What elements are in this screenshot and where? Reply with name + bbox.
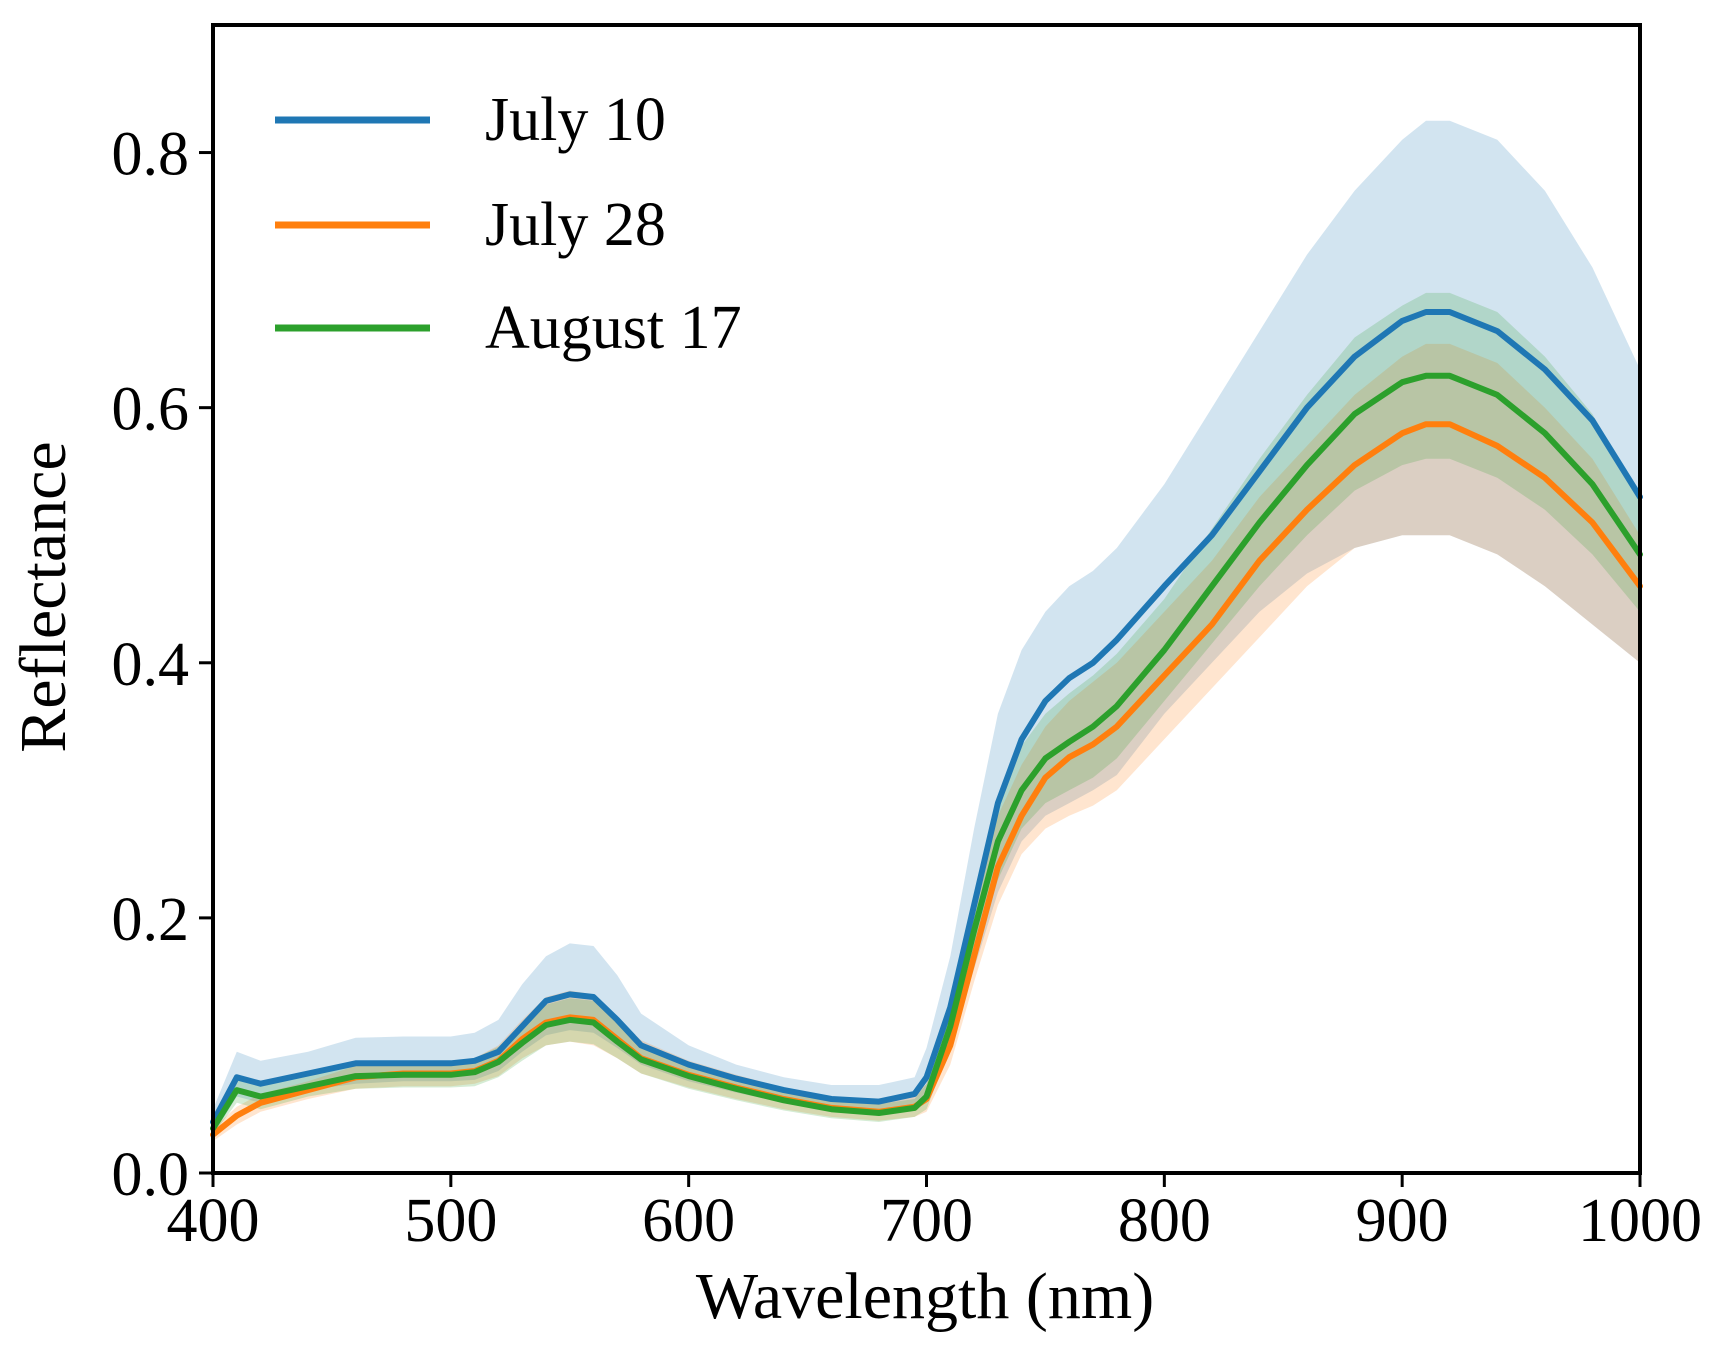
x-axis-label: Wavelength (nm) — [696, 1260, 1154, 1333]
x-tick-label: 400 — [167, 1187, 260, 1255]
y-tick-label: 0.4 — [112, 631, 190, 699]
x-tick-label: 900 — [1356, 1187, 1449, 1255]
band-series-0 — [213, 120, 1640, 1135]
band-series-1 — [213, 343, 1640, 1142]
y-tick-label: 0.2 — [112, 886, 190, 954]
y-tick-label: 0.0 — [112, 1141, 190, 1209]
x-axis-ticks: 400 500 600 700 800 900 1000 — [167, 1173, 1702, 1255]
y-axis-label: Reflectance — [7, 441, 80, 752]
x-tick-label: 700 — [880, 1187, 973, 1255]
x-tick-label: 800 — [1118, 1187, 1211, 1255]
x-tick-label: 1000 — [1578, 1187, 1702, 1255]
legend-label: August 17 — [485, 294, 742, 362]
series-lines — [210, 309, 1643, 1138]
x-tick-label: 600 — [642, 1187, 735, 1255]
legend-label: July 10 — [485, 86, 666, 154]
x-tick-label: 500 — [404, 1187, 497, 1255]
y-tick-label: 0.6 — [112, 376, 190, 444]
legend-label: July 28 — [485, 191, 666, 259]
band-series-2 — [213, 292, 1640, 1135]
y-tick-label: 0.8 — [112, 121, 190, 189]
y-axis-ticks: 0.0 0.2 0.4 0.6 0.8 — [112, 121, 213, 1209]
line-series-2 — [210, 372, 1643, 1132]
line-series-0 — [210, 309, 1643, 1125]
confidence-bands — [213, 120, 1640, 1142]
legend: July 10 July 28 August 17 — [275, 86, 742, 362]
